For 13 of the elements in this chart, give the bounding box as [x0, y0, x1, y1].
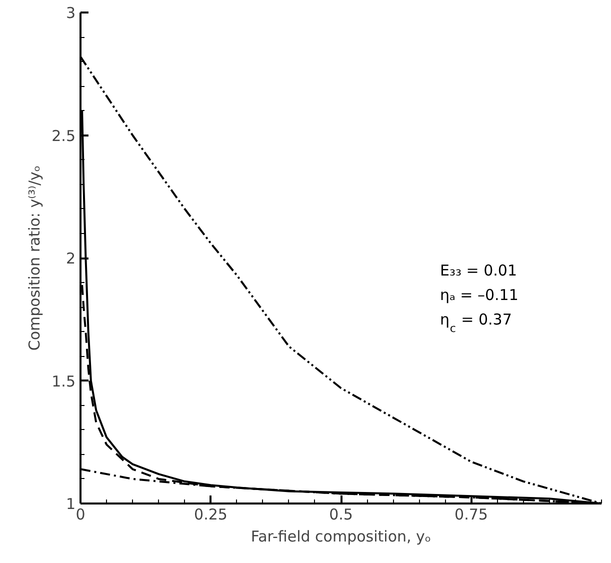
annotation: E₃₃ = 0.01	[440, 261, 518, 280]
x-axis-title: Far-field composition, yₒ	[250, 528, 432, 546]
x-tick-label: 0.5	[329, 506, 353, 524]
y-tick-label: 1	[66, 495, 76, 513]
y-axis-title: Composition ratio: y⁽³⁾/yₒ	[26, 165, 44, 351]
x-tick-label: 0	[76, 506, 86, 524]
y-tick-label: 2	[66, 250, 76, 268]
x-tick-label: 0.75	[454, 506, 488, 524]
y-tick-label: 3	[66, 4, 76, 22]
y-tick-label: 2.5	[52, 126, 76, 145]
annotation: ηₐ = –0.11	[440, 286, 518, 304]
x-tick-label: 0.25	[194, 506, 228, 524]
y-tick-label: 1.5	[52, 372, 76, 390]
